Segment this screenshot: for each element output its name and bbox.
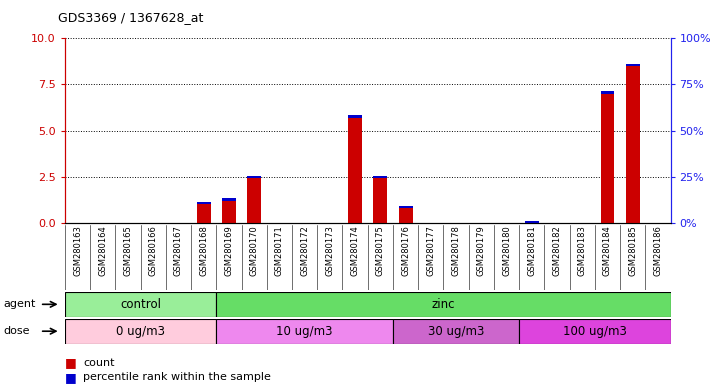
Text: GDS3369 / 1367628_at: GDS3369 / 1367628_at bbox=[58, 12, 203, 25]
Bar bbox=[399, 206, 412, 208]
Text: 0 ug/m3: 0 ug/m3 bbox=[116, 325, 165, 338]
Bar bbox=[222, 200, 236, 223]
Bar bbox=[216, 292, 671, 317]
Bar bbox=[216, 319, 393, 344]
Bar bbox=[399, 208, 412, 223]
Text: 10 ug/m3: 10 ug/m3 bbox=[276, 325, 333, 338]
Bar bbox=[373, 176, 387, 179]
Bar bbox=[247, 176, 261, 179]
Bar bbox=[65, 319, 216, 344]
Text: 30 ug/m3: 30 ug/m3 bbox=[428, 325, 485, 338]
Text: zinc: zinc bbox=[432, 298, 455, 311]
Text: control: control bbox=[120, 298, 161, 311]
Bar bbox=[373, 179, 387, 223]
Bar bbox=[197, 204, 211, 223]
Text: count: count bbox=[83, 358, 115, 368]
Bar bbox=[601, 94, 614, 223]
Bar bbox=[348, 116, 362, 118]
Text: 100 ug/m3: 100 ug/m3 bbox=[563, 325, 627, 338]
Bar bbox=[626, 66, 640, 223]
Bar bbox=[65, 292, 216, 317]
Bar bbox=[247, 179, 261, 223]
Text: agent: agent bbox=[4, 299, 36, 310]
Bar bbox=[626, 64, 640, 66]
Text: dose: dose bbox=[4, 326, 30, 336]
Bar bbox=[222, 199, 236, 200]
Bar bbox=[601, 91, 614, 94]
Text: ■: ■ bbox=[65, 371, 76, 384]
Bar bbox=[348, 118, 362, 223]
Text: percentile rank within the sample: percentile rank within the sample bbox=[83, 372, 271, 382]
Bar bbox=[519, 319, 671, 344]
Text: ■: ■ bbox=[65, 356, 76, 369]
Bar bbox=[197, 202, 211, 204]
Bar bbox=[525, 220, 539, 223]
Bar bbox=[393, 319, 519, 344]
